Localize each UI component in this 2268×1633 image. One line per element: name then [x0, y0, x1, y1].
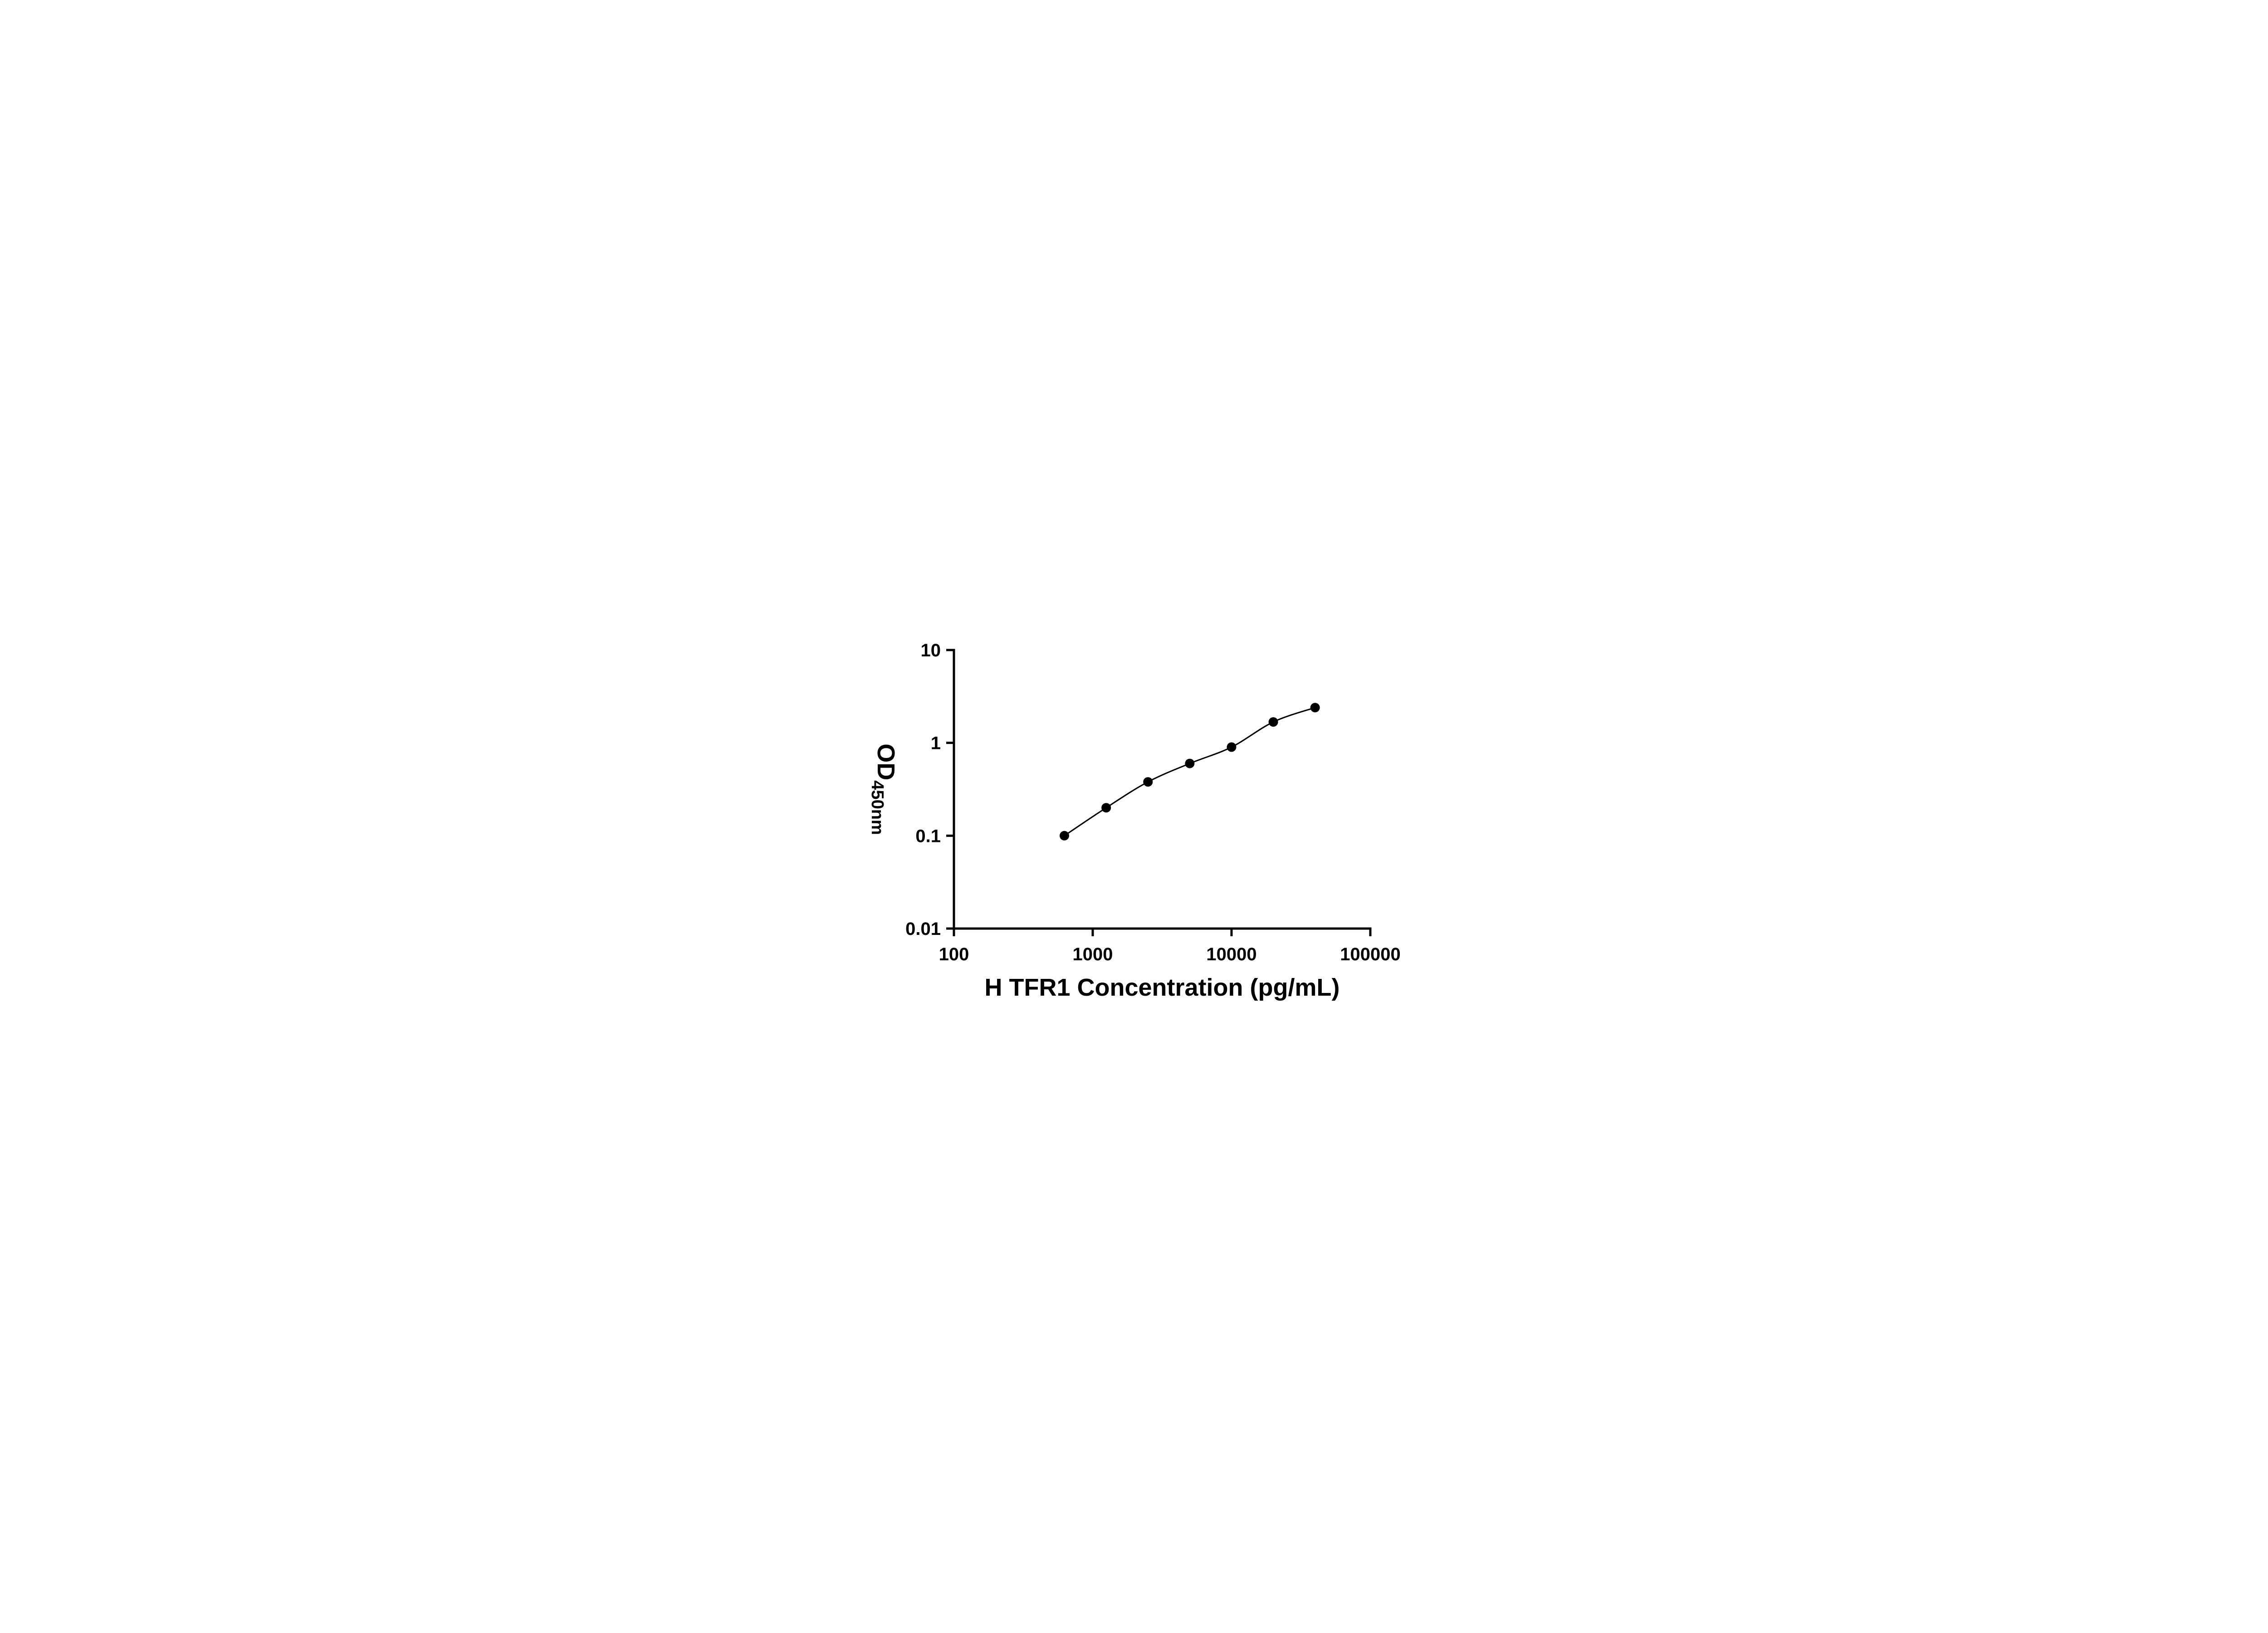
y-tick-label: 10 — [921, 640, 941, 660]
data-point-marker — [1227, 742, 1237, 752]
data-point-marker — [1310, 703, 1320, 713]
x-axis-ticks: 100 1000 10000 100000 — [939, 929, 1401, 964]
y-axis-title-main: OD — [872, 743, 899, 780]
chart-figure: 0.01 0.1 1 10 100 1000 10000 100000 H TFR1 Con… — [842, 612, 1426, 1021]
chart-canvas: 0.01 0.1 1 10 100 1000 10000 100000 H TFR1 Con… — [842, 612, 1426, 1021]
data-point-marker — [1268, 717, 1278, 727]
x-tick-label: 100 — [939, 944, 969, 964]
data-series — [1060, 703, 1320, 841]
data-point-marker — [1185, 758, 1195, 768]
y-axis-ticks: 0.01 0.1 1 10 — [905, 640, 954, 939]
x-tick-label: 1000 — [1073, 944, 1113, 964]
y-axis-title: OD450nm — [868, 743, 899, 835]
data-point-marker — [1143, 777, 1153, 787]
x-tick-label: 10000 — [1206, 944, 1256, 964]
standard-curve-line — [1064, 707, 1315, 836]
x-tick-label: 100000 — [1340, 944, 1400, 964]
y-tick-label: 0.01 — [905, 919, 941, 939]
data-point-marker — [1060, 831, 1069, 841]
x-axis-title: H TFR1 Concentration (pg/mL) — [985, 974, 1340, 1001]
y-tick-label: 0.1 — [915, 826, 941, 846]
y-axis-title-subscript: 450nm — [868, 780, 887, 835]
data-point-marker — [1101, 803, 1111, 813]
y-tick-label: 1 — [931, 733, 941, 753]
axes — [953, 649, 1372, 930]
